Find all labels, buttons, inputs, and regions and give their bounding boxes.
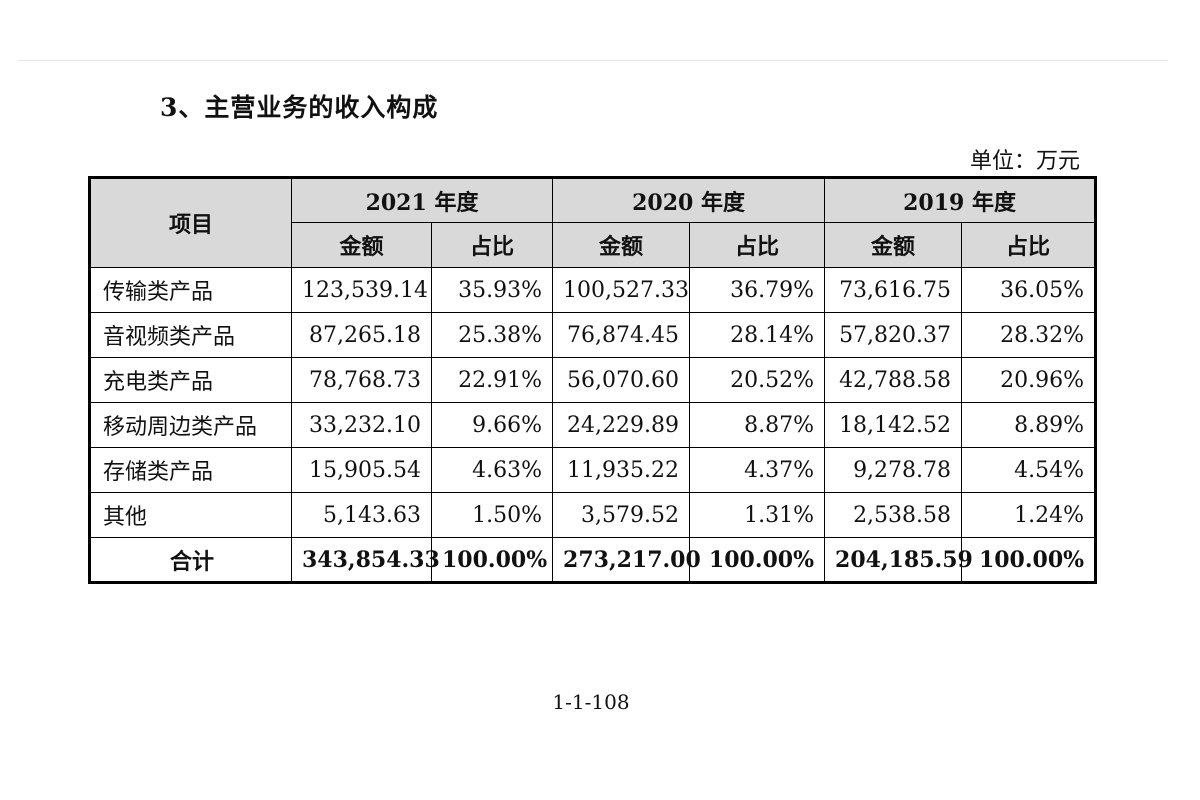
amount-cell: 2,538.58	[824, 492, 963, 538]
header-item: 项目	[89, 177, 292, 268]
table-row: 其他 5,143.63 1.50% 3,579.52 1.31% 2,538.5…	[89, 492, 1097, 538]
table-header: 项目 2021 年度 2020 年度 2019 年度 金额 占比 金额 占比 金…	[89, 177, 1097, 268]
amount-cell: 18,142.52	[824, 402, 963, 448]
share-cell: 20.52%	[689, 357, 826, 403]
total-share-cell: 100.00%	[430, 537, 554, 583]
header-amount: 金额	[824, 222, 963, 268]
amount-cell: 33,232.10	[291, 402, 432, 448]
amount-cell: 42,788.58	[824, 357, 963, 403]
revenue-composition-table: 项目 2021 年度 2020 年度 2019 年度 金额 占比 金额 占比 金…	[88, 176, 1098, 584]
amount-cell: 56,070.60	[552, 357, 691, 403]
amount-cell: 123,539.14	[291, 267, 432, 313]
header-row-metrics: 金额 占比 金额 占比 金额 占比	[90, 222, 1097, 268]
section-heading: 3、主营业务的收入构成	[160, 93, 439, 122]
share-cell: 28.14%	[689, 312, 826, 358]
amount-cell: 87,265.18	[291, 312, 432, 358]
page-number: 1-1-108	[552, 690, 630, 714]
share-cell: 4.37%	[689, 447, 826, 493]
header-year-2021: 2021 年度	[290, 177, 554, 223]
total-row: 合计 343,854.33 100.00% 273,217.00 100.00%…	[89, 537, 1097, 583]
total-amount-cell: 204,185.59	[824, 537, 973, 583]
share-cell: 1.24%	[961, 492, 1097, 538]
amount-cell: 73,616.75	[824, 267, 963, 313]
amount-cell: 3,579.52	[552, 492, 691, 538]
table-row: 音视频类产品 87,265.18 25.38% 76,874.45 28.14%…	[89, 312, 1097, 358]
row-label: 充电类产品	[89, 357, 292, 403]
share-cell: 36.79%	[689, 267, 826, 313]
amount-cell: 9,278.78	[824, 447, 963, 493]
share-cell: 1.31%	[689, 492, 826, 538]
share-cell: 35.93%	[430, 267, 554, 313]
share-cell: 22.91%	[430, 357, 554, 403]
total-label: 合计	[89, 537, 292, 583]
row-label: 存储类产品	[89, 447, 292, 493]
amount-cell: 100,527.33	[552, 267, 691, 313]
header-amount: 金额	[291, 222, 432, 268]
amount-cell: 5,143.63	[291, 492, 432, 538]
share-cell: 8.87%	[689, 402, 826, 448]
header-row-years: 项目 2021 年度 2020 年度 2019 年度	[89, 177, 1097, 268]
share-cell: 20.96%	[961, 357, 1097, 403]
amount-cell: 11,935.22	[552, 447, 691, 493]
row-label: 传输类产品	[89, 267, 292, 313]
row-label: 音视频类产品	[89, 312, 292, 358]
share-cell: 25.38%	[430, 312, 554, 358]
amount-cell: 78,768.73	[291, 357, 432, 403]
share-cell: 8.89%	[961, 402, 1097, 448]
share-cell: 28.32%	[961, 312, 1097, 358]
header-amount: 金额	[552, 222, 691, 268]
table-row: 充电类产品 78,768.73 22.91% 56,070.60 20.52% …	[89, 357, 1097, 403]
amount-cell: 57,820.37	[824, 312, 963, 358]
table-body: 传输类产品 123,539.14 35.93% 100,527.33 36.79…	[89, 267, 1097, 583]
row-label: 其他	[89, 492, 292, 538]
table-row: 移动周边类产品 33,232.10 9.66% 24,229.89 8.87% …	[89, 402, 1097, 448]
header-year-2020: 2020 年度	[552, 177, 826, 223]
amount-cell: 15,905.54	[291, 447, 432, 493]
share-cell: 1.50%	[430, 492, 554, 538]
total-amount-cell: 273,217.00	[552, 537, 701, 583]
header-year-2019: 2019 年度	[824, 177, 1097, 223]
top-divider	[18, 60, 1168, 61]
header-share: 占比	[689, 222, 826, 268]
share-cell: 36.05%	[961, 267, 1097, 313]
share-cell: 4.54%	[961, 447, 1097, 493]
amount-cell: 76,874.45	[552, 312, 691, 358]
table-row: 传输类产品 123,539.14 35.93% 100,527.33 36.79…	[89, 267, 1097, 313]
share-cell: 4.63%	[430, 447, 554, 493]
header-share: 占比	[961, 222, 1097, 268]
table-row: 存储类产品 15,905.54 4.63% 11,935.22 4.37% 9,…	[89, 447, 1097, 493]
total-share-cell: 100.00%	[689, 537, 826, 583]
share-cell: 9.66%	[430, 402, 554, 448]
row-label: 移动周边类产品	[89, 402, 292, 448]
amount-cell: 24,229.89	[552, 402, 691, 448]
unit-label: 单位：万元	[969, 149, 1080, 174]
total-amount-cell: 343,854.33	[291, 537, 440, 583]
total-share-cell: 100.00%	[961, 537, 1097, 583]
header-share: 占比	[430, 222, 554, 268]
